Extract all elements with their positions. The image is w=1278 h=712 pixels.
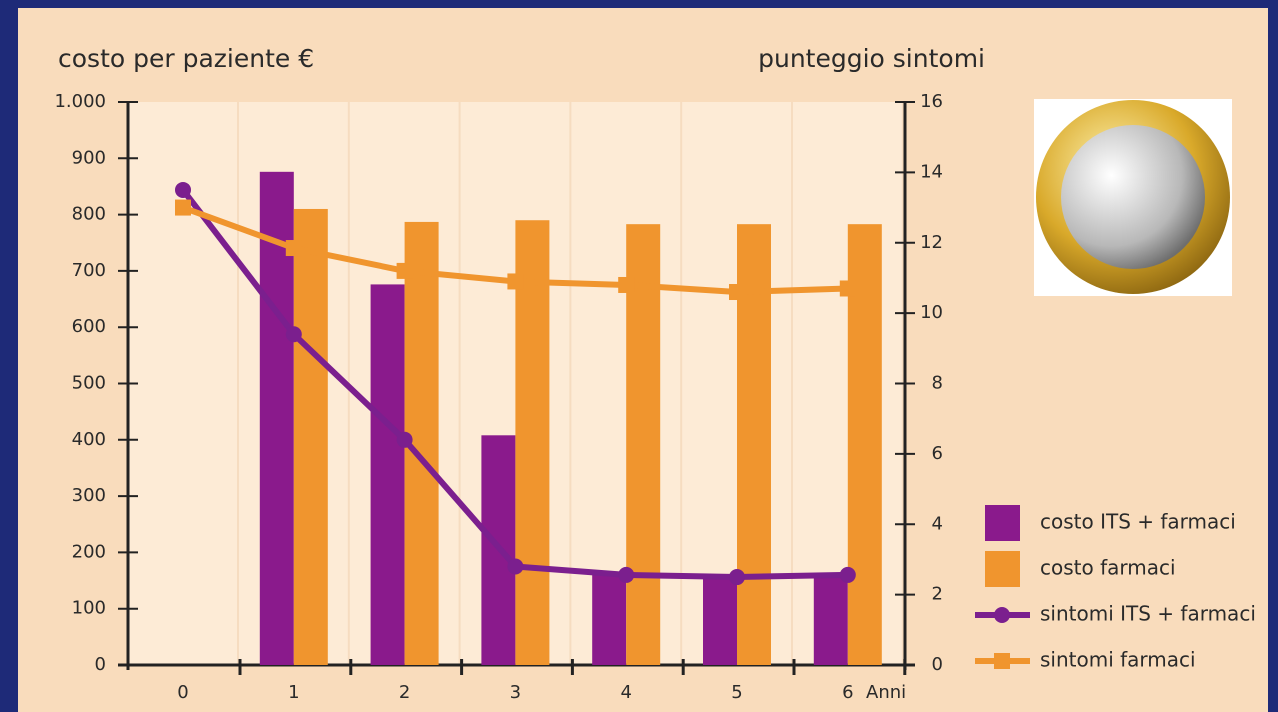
x-tick-label: 0 (177, 682, 188, 703)
point (285, 240, 302, 257)
y2-tick-label: 16 (920, 91, 943, 112)
point (285, 326, 302, 343)
title-left: costo per paziente € (58, 44, 314, 73)
y2-tick-label: 2 (932, 584, 943, 605)
point (507, 273, 524, 290)
point (618, 566, 635, 583)
y-tick-label: 800 (72, 204, 106, 225)
point (396, 262, 413, 279)
bar (370, 284, 405, 665)
x-tick-label: 4 (620, 682, 631, 703)
x-tick-label: 2 (399, 682, 410, 703)
x-tick-label: 1 (288, 682, 299, 703)
point (729, 569, 745, 586)
bar (293, 208, 328, 665)
legend-marker (994, 653, 1010, 669)
y-tick-label: 500 (72, 373, 106, 394)
y-tick-label: 0 (95, 654, 106, 675)
y2-tick-label: 8 (932, 373, 943, 394)
x-tick-label: 5 (731, 682, 742, 703)
legend-swatch (985, 551, 1020, 587)
bar (515, 220, 550, 666)
x-tick-label: 3 (510, 682, 521, 703)
legend-label: sintomi ITS + farmaci (1040, 602, 1256, 626)
bar (626, 224, 661, 665)
y-tick-label: 300 (72, 485, 106, 506)
point (839, 280, 856, 297)
y-tick-label: 100 (72, 598, 106, 619)
y-tick-label: 200 (72, 541, 106, 562)
point (175, 181, 191, 198)
bar (592, 574, 627, 665)
legend-label: costo ITS + farmaci (1040, 510, 1236, 534)
y-tick-label: 400 (72, 429, 106, 450)
y-tick-label: 700 (72, 260, 106, 281)
bar (813, 574, 848, 665)
y2-tick-label: 14 (920, 161, 943, 182)
y2-tick-label: 6 (932, 443, 943, 464)
point (507, 558, 524, 575)
y2-tick-label: 12 (920, 232, 943, 253)
y2-tick-label: 10 (920, 302, 943, 323)
legend-label: sintomi farmaci (1040, 648, 1196, 672)
y-tick-label: 600 (72, 316, 106, 337)
y2-tick-label: 4 (932, 513, 943, 534)
x-tick-label: 6 (842, 682, 853, 703)
point (729, 284, 745, 301)
y-tick-label: 1.000 (54, 91, 106, 112)
y2-tick-label: 0 (932, 654, 943, 675)
x-axis-label: Anni (866, 682, 906, 703)
bar (847, 224, 882, 665)
y-tick-label: 900 (72, 147, 106, 168)
legend-label: costo farmaci (1040, 556, 1176, 580)
legend-marker (994, 607, 1010, 623)
title-right: punteggio sintomi (758, 44, 985, 73)
point (618, 276, 635, 293)
legend-swatch (985, 505, 1020, 541)
point (396, 431, 413, 448)
point (175, 199, 191, 216)
bar (703, 574, 737, 665)
coin (1034, 99, 1232, 296)
point (839, 566, 856, 583)
